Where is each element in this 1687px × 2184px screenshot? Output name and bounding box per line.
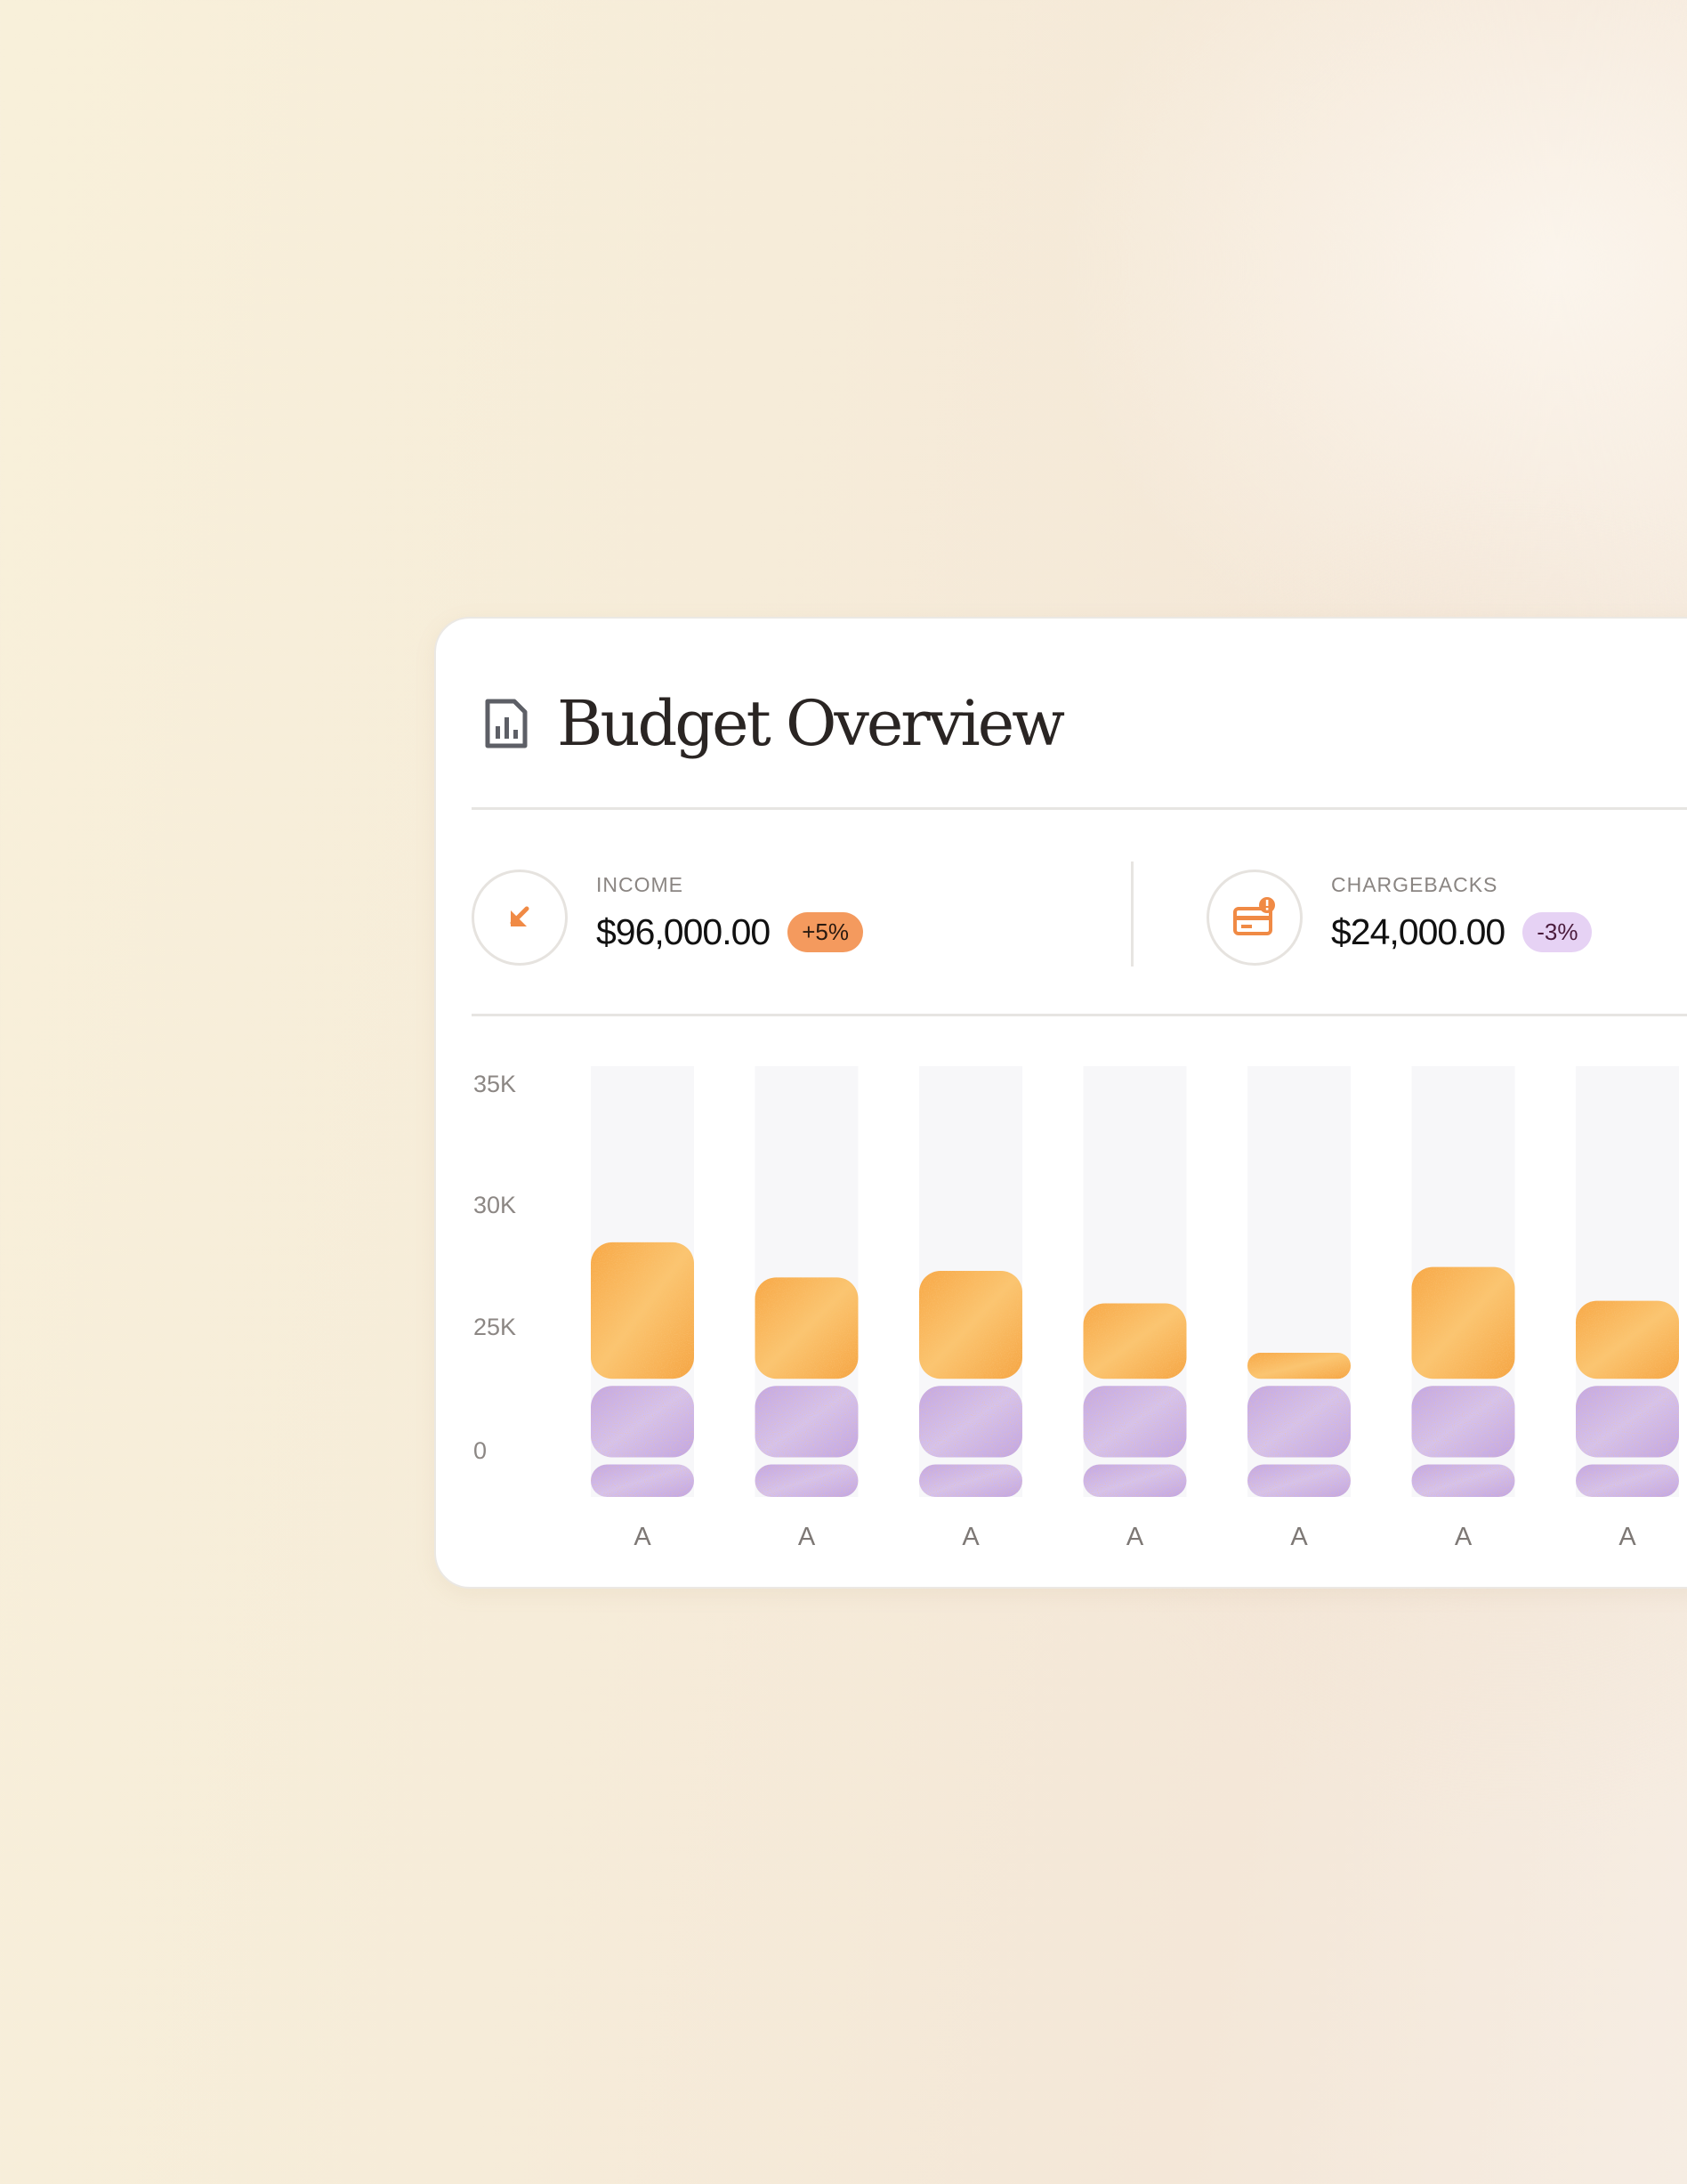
bar-grain-texture bbox=[1576, 1464, 1679, 1497]
bar-grain-texture bbox=[1576, 1386, 1679, 1458]
x-tick-label: A bbox=[797, 1523, 816, 1551]
y-tick-label: 35K bbox=[473, 1071, 517, 1097]
bar-column bbox=[919, 1066, 1022, 1497]
chargebacks-change-badge: -3% bbox=[1522, 912, 1593, 952]
income-change-badge: +5% bbox=[787, 912, 863, 952]
bar-grain-texture bbox=[919, 1464, 1022, 1497]
x-tick-label: A bbox=[634, 1523, 651, 1551]
report-chart-icon bbox=[485, 699, 528, 748]
bar-grain-texture bbox=[1576, 1300, 1679, 1379]
bar-grain-texture bbox=[919, 1386, 1022, 1458]
bar-grain-texture bbox=[755, 1386, 859, 1458]
bar-grain-texture bbox=[755, 1277, 859, 1379]
y-tick-label: 25K bbox=[473, 1314, 517, 1340]
stats-divider-bottom bbox=[472, 1014, 1687, 1016]
x-tick-label: A bbox=[1454, 1523, 1473, 1551]
income-value: $96,000.00 bbox=[596, 911, 771, 952]
bar-grain-texture bbox=[1083, 1464, 1187, 1497]
header-divider bbox=[472, 807, 1687, 810]
y-tick-label: 30K bbox=[473, 1192, 517, 1218]
stats-divider bbox=[1131, 861, 1134, 967]
bar-grain-texture bbox=[591, 1464, 694, 1497]
x-tick-label: A bbox=[962, 1523, 980, 1551]
bar-grain-texture bbox=[755, 1464, 859, 1497]
bar-grain-texture bbox=[1083, 1303, 1187, 1379]
bar-column bbox=[1411, 1066, 1515, 1497]
x-tick-label: A bbox=[1290, 1523, 1308, 1551]
income-icon-circle bbox=[472, 870, 568, 966]
bar-column bbox=[1083, 1066, 1187, 1497]
bar-grain-texture bbox=[1247, 1386, 1351, 1458]
bar-grain-texture bbox=[1247, 1353, 1351, 1379]
chargebacks-icon-circle bbox=[1207, 870, 1303, 966]
y-tick-label: 0 bbox=[473, 1437, 488, 1464]
x-tick-label: A bbox=[1126, 1523, 1144, 1551]
credit-card-alert-icon bbox=[1233, 897, 1275, 935]
bar-column bbox=[755, 1066, 859, 1497]
budget-bar-chart bbox=[591, 1066, 1679, 1497]
bar-grain-texture bbox=[919, 1271, 1022, 1379]
page-title: Budget Overview bbox=[557, 687, 1065, 760]
chargebacks-value: $24,000.00 bbox=[1331, 911, 1505, 952]
x-tick-label: A bbox=[1618, 1523, 1636, 1551]
bar-column bbox=[591, 1066, 694, 1497]
budget-overview-card: Budget Overview INCOME $96,000.00 +5% bbox=[434, 617, 1687, 1589]
chargebacks-label: CHARGEBACKS bbox=[1331, 873, 1498, 896]
chargebacks-stat: CHARGEBACKS $24,000.00 -3% bbox=[1207, 864, 1593, 971]
bar-grain-texture bbox=[1411, 1386, 1515, 1458]
bar-grain-texture bbox=[591, 1242, 694, 1379]
arrow-down-left-icon bbox=[510, 906, 529, 926]
bar-column bbox=[1247, 1066, 1351, 1497]
bar-grain-texture bbox=[1411, 1266, 1515, 1379]
bar-grain-texture bbox=[591, 1386, 694, 1458]
bar-grain-texture bbox=[1247, 1464, 1351, 1497]
bar-grain-texture bbox=[1411, 1464, 1515, 1497]
bar-column bbox=[1576, 1066, 1679, 1497]
income-label: INCOME bbox=[596, 873, 683, 896]
card-header: Budget Overview bbox=[482, 679, 1065, 768]
income-stat: INCOME $96,000.00 +5% bbox=[472, 864, 863, 971]
bar-grain-texture bbox=[1083, 1386, 1187, 1458]
